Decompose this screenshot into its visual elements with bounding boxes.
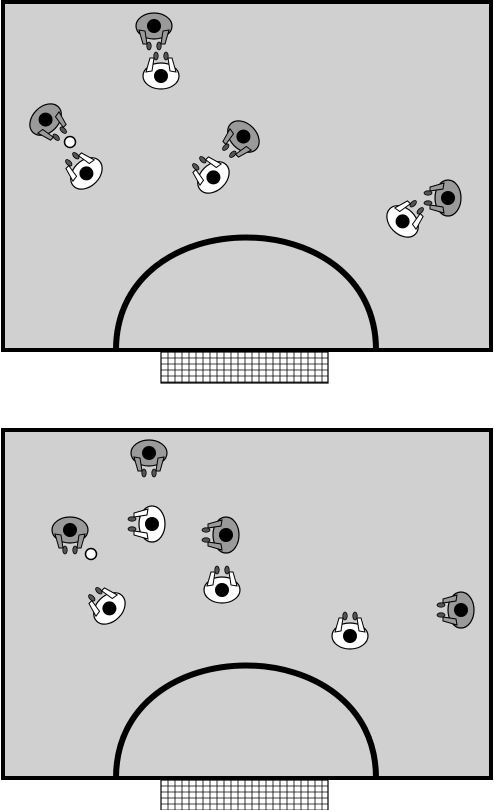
player-white-5 — [203, 565, 241, 604]
player-white-2 — [142, 51, 180, 90]
player-grey-4 — [201, 516, 240, 554]
ball — [63, 135, 77, 149]
player-grey-5 — [222, 120, 260, 158]
player-white-7 — [331, 611, 369, 650]
player-grey-1 — [135, 12, 173, 51]
penalty-area-arc — [113, 662, 379, 779]
player-grey-1 — [130, 439, 168, 478]
player-white-6 — [192, 156, 230, 194]
court-diagram-1 — [1, 0, 493, 384]
penalty-area-arc — [113, 234, 379, 351]
player-white-6 — [88, 587, 126, 625]
player-white-4 — [65, 152, 103, 190]
player-white-3 — [127, 505, 166, 543]
player-white-8 — [386, 200, 424, 238]
court-diagram-2 — [1, 428, 493, 810]
court-surface — [1, 428, 493, 780]
goal-net — [160, 351, 329, 384]
player-grey-2 — [51, 516, 89, 555]
ball — [84, 547, 98, 561]
player-grey-7 — [423, 179, 462, 217]
goal-net — [160, 779, 329, 810]
player-grey-3 — [29, 103, 67, 141]
player-grey-8 — [436, 591, 475, 629]
